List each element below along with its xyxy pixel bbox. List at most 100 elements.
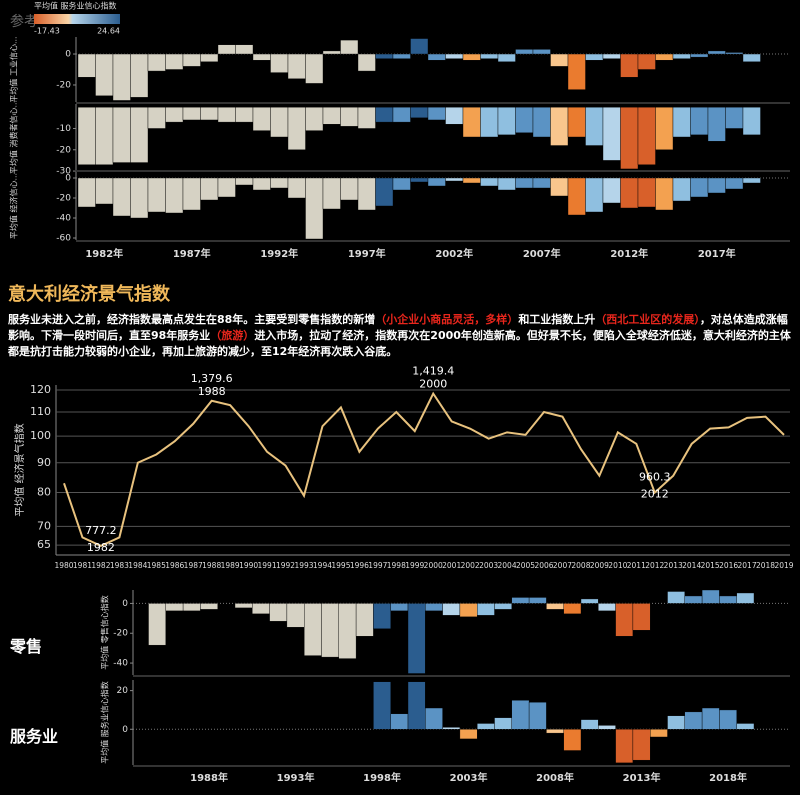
x-tick-label: 2008 [571,561,590,570]
bar [580,719,599,730]
bar [375,53,394,59]
x-tick-label: 2015 [701,561,720,570]
bar [390,603,409,612]
bar [165,53,184,70]
y-tick-label: 0 [122,599,128,609]
y-tick-label: -60 [56,234,71,244]
bar [585,106,604,146]
bar [200,53,219,62]
x-tick-label: 1998 [387,561,406,570]
bar [373,681,391,730]
highlight-text: （旅游） [210,329,255,342]
bar [357,177,376,211]
bar [462,177,481,184]
bar [95,106,114,165]
bar [182,603,201,612]
bar [322,177,341,210]
bar [147,106,166,129]
paragraph-text: 和工业指数上升 [518,313,596,326]
y-tick-label: 90 [37,456,51,469]
bar [515,49,534,55]
bar [95,177,114,205]
bar [462,53,481,61]
bar [480,106,499,138]
bar [252,53,271,61]
bar [200,106,219,121]
overlay-text: 参考 [10,13,38,30]
bar [252,177,271,191]
bar [480,177,499,187]
x-tick-label: 1981 [73,561,92,570]
bar [598,725,616,730]
bar [707,50,726,55]
bar [615,603,634,637]
line [63,391,785,547]
legend-min: -17.43 [34,27,60,36]
y-axis-label: 平均值 经济信心... [9,173,19,239]
x-tick-label: 2014 [682,561,701,570]
x-tick-label: 2019 [774,561,793,570]
panel-name: 服务业 [10,727,58,746]
x-tick-label: 2002 [461,561,480,570]
bar [684,711,703,730]
bar [632,603,651,631]
x-tick-label: 1987 [184,561,203,570]
bar [392,106,411,123]
x-tick-label: 1989 [221,561,240,570]
annotation-year: 2012 [641,488,669,501]
bar [357,53,376,72]
bar [690,177,709,198]
bar [410,106,429,119]
bar [165,603,184,612]
bar [425,603,443,612]
bar [252,106,271,131]
bar [707,177,726,194]
bar [684,595,703,604]
annotation-year: 1982 [87,541,115,554]
bar [287,53,306,79]
highlight-text: （西北工业区的发展） [595,313,700,326]
bar [217,177,236,198]
bar [598,603,616,612]
y-tick-label: 65 [37,538,51,551]
bar [515,177,534,189]
bar [407,603,426,674]
x-tick-label: 1997年 [348,247,386,260]
x-tick-label: 1988 [202,561,221,570]
bar [550,53,569,67]
x-tick-label: 1992年 [260,247,298,260]
bar [182,53,201,67]
x-tick-label: 1983 [110,561,129,570]
x-tick-label: 1986 [165,561,184,570]
bar [546,603,564,610]
bar [725,177,744,190]
x-tick-label: 1982 [91,561,110,570]
annotation-value: 960.3 [639,471,671,484]
bar [707,106,726,142]
bar [494,603,512,610]
y-tick-label: -20 [56,145,71,155]
bar [305,106,324,131]
bar [620,177,639,209]
y-tick-label: 120 [30,383,51,396]
x-tick-label: 2012年 [610,247,648,260]
x-tick-label: 2009 [590,561,609,570]
highlight-text: （小企业小商品灵活，多样） [375,313,519,326]
bar [270,177,289,189]
bar [340,39,359,55]
bar [77,53,96,78]
bar [620,106,639,170]
paragraph-text: 服务业未进入之前，经济指数最高点发生在88年。主要受到零售指数的新增 [8,313,376,326]
bar [701,707,720,730]
bar [602,53,621,59]
bar [515,106,534,133]
bar [442,727,461,730]
x-tick-label: 2007 [553,561,572,570]
bar [742,177,761,184]
x-tick-label: 2010 [608,561,627,570]
y-tick-label: 0 [65,174,71,184]
bar [672,106,691,138]
bar [269,603,288,622]
bar [672,177,691,202]
